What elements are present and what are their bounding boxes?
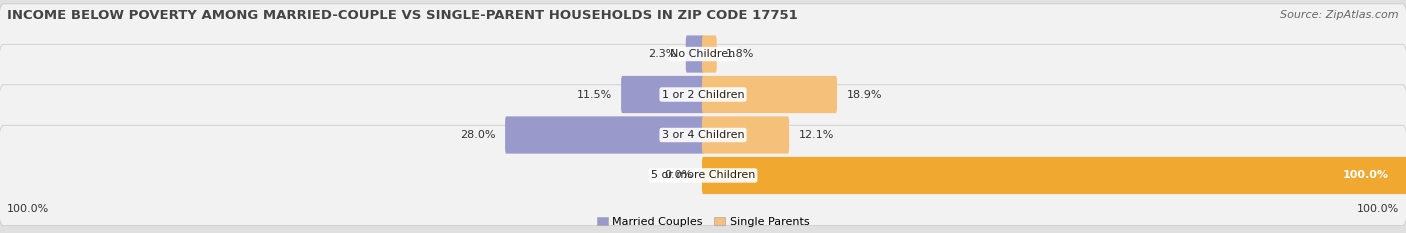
- FancyBboxPatch shape: [702, 116, 789, 154]
- Text: 5 or more Children: 5 or more Children: [651, 171, 755, 181]
- Text: 11.5%: 11.5%: [576, 89, 612, 99]
- Text: No Children: No Children: [671, 49, 735, 59]
- FancyBboxPatch shape: [702, 157, 1406, 194]
- Text: 0.0%: 0.0%: [664, 171, 693, 181]
- FancyBboxPatch shape: [621, 76, 704, 113]
- Text: 2.3%: 2.3%: [648, 49, 676, 59]
- Text: 12.1%: 12.1%: [799, 130, 834, 140]
- Text: INCOME BELOW POVERTY AMONG MARRIED-COUPLE VS SINGLE-PARENT HOUSEHOLDS IN ZIP COD: INCOME BELOW POVERTY AMONG MARRIED-COUPL…: [7, 9, 797, 22]
- Text: 18.9%: 18.9%: [846, 89, 882, 99]
- FancyBboxPatch shape: [702, 35, 717, 73]
- FancyBboxPatch shape: [505, 116, 704, 154]
- Text: 100.0%: 100.0%: [7, 204, 49, 214]
- Text: 1 or 2 Children: 1 or 2 Children: [662, 89, 744, 99]
- Text: 3 or 4 Children: 3 or 4 Children: [662, 130, 744, 140]
- FancyBboxPatch shape: [0, 85, 1406, 185]
- Text: 100.0%: 100.0%: [1343, 171, 1389, 181]
- Legend: Married Couples, Single Parents: Married Couples, Single Parents: [596, 217, 810, 227]
- Text: 28.0%: 28.0%: [460, 130, 496, 140]
- Text: 1.8%: 1.8%: [725, 49, 755, 59]
- FancyBboxPatch shape: [0, 125, 1406, 226]
- Text: 100.0%: 100.0%: [1357, 204, 1399, 214]
- FancyBboxPatch shape: [702, 76, 837, 113]
- FancyBboxPatch shape: [0, 4, 1406, 104]
- FancyBboxPatch shape: [686, 35, 704, 73]
- FancyBboxPatch shape: [0, 44, 1406, 145]
- Text: Source: ZipAtlas.com: Source: ZipAtlas.com: [1281, 10, 1399, 20]
